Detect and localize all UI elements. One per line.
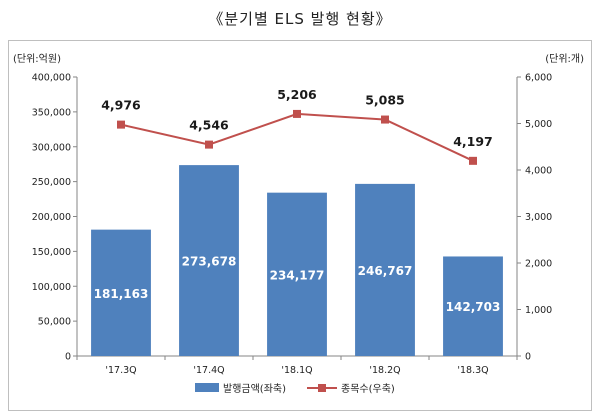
line-value-label: 5,085	[365, 93, 405, 108]
right-axis-tick-label: 1,000	[525, 305, 552, 316]
line-point	[469, 156, 477, 165]
page-title: 《분기별 ELS 발행 현황》	[208, 10, 392, 28]
x-axis-tick-label: '18.2Q	[369, 365, 400, 376]
x-axis-tick-label: '18.3Q	[457, 365, 488, 376]
bar-value-label: 246,767	[358, 264, 413, 278]
x-axis-tick-label: '18.1Q	[281, 365, 312, 376]
left-axis-tick-label: 350,000	[32, 107, 71, 118]
line-point	[293, 109, 301, 118]
right-axis-tick-label: 0	[525, 352, 531, 363]
left-axis-tick-label: 250,000	[32, 177, 71, 188]
right-axis-tick-label: 5,000	[525, 119, 552, 130]
legend-bar-label: 발행금액(좌축)	[223, 383, 286, 395]
bar	[267, 192, 327, 356]
left-axis-unit: (단위:억원)	[13, 52, 61, 65]
bar-value-label: 273,678	[182, 255, 237, 269]
right-axis-tick-label: 6,000	[525, 73, 552, 84]
left-axis-tick-label: 200,000	[32, 212, 71, 223]
x-axis-tick-label: '17.4Q	[193, 365, 224, 376]
right-axis-tick-label: 3,000	[525, 212, 552, 223]
line-value-label: 4,976	[101, 98, 141, 113]
right-axis-unit: (단위:개)	[545, 52, 584, 65]
legend-line-marker	[318, 384, 326, 392]
line-value-label: 5,206	[277, 87, 317, 102]
left-axis-tick-label: 300,000	[32, 142, 71, 153]
bar	[443, 256, 503, 356]
legend-bar-swatch	[195, 383, 219, 392]
bar	[355, 183, 415, 356]
legend-line-label: 종목수(우축)	[341, 383, 395, 395]
line-series	[120, 112, 474, 162]
right-axis-tick-label: 2,000	[525, 259, 552, 270]
line-value-label: 4,197	[453, 134, 493, 149]
left-axis-tick-label: 400,000	[32, 73, 71, 84]
left-axis-tick-label: 50,000	[38, 317, 71, 328]
bar	[91, 229, 151, 356]
bar	[179, 165, 239, 356]
x-axis-tick-label: '17.3Q	[105, 365, 136, 376]
bar-value-label: 142,703	[446, 300, 501, 314]
line-point	[205, 140, 213, 149]
line-value-label: 4,546	[189, 118, 229, 133]
bar-value-label: 181,163	[94, 287, 149, 301]
line-point	[381, 115, 389, 124]
left-axis-tick-label: 100,000	[32, 282, 71, 293]
combo-chart: (단위:억원) (단위:개) 0 50,000 100,000 150,000 200,00…	[13, 52, 584, 395]
right-axis-tick-label: 4,000	[525, 166, 552, 177]
chart-frame: (단위:억원) (단위:개) 0 50,000 100,000 150,000 200,00…	[8, 40, 592, 411]
left-axis-tick-label: 0	[65, 352, 71, 363]
left-axis-tick-label: 150,000	[32, 247, 71, 258]
bar-value-label: 234,177	[270, 268, 325, 282]
line-point	[117, 120, 125, 129]
